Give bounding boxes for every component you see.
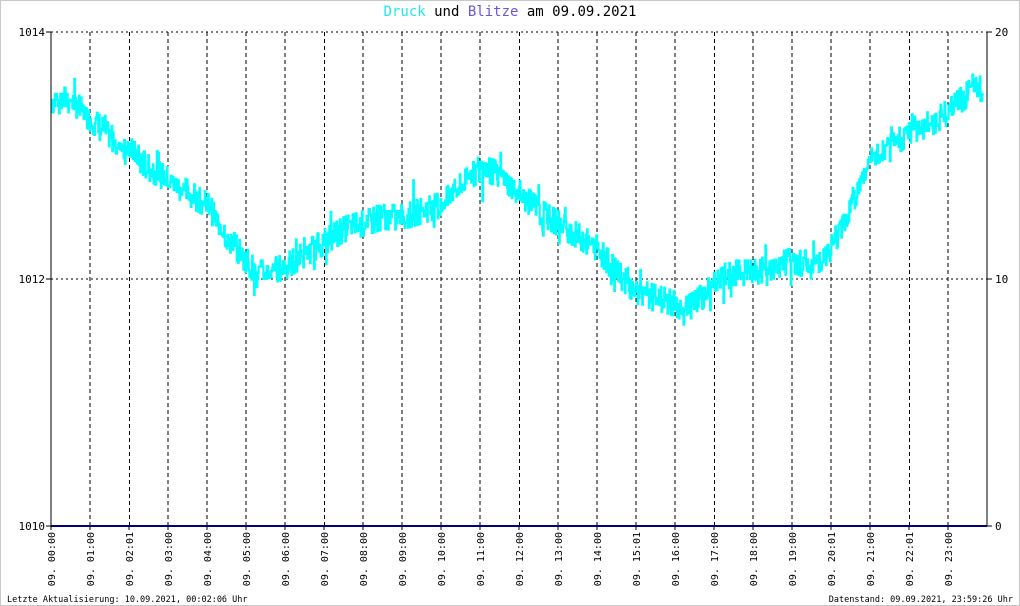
y-tick-label: 1014 xyxy=(19,26,46,39)
title-blitze: Blitze xyxy=(467,4,519,20)
x-tick-label: 09. 18:00 xyxy=(749,532,760,586)
x-tick-label: 09. 12:00 xyxy=(515,532,526,586)
x-tick-label: 09. 17:00 xyxy=(710,532,721,586)
x-tick-label: 09. 10:00 xyxy=(437,532,448,586)
x-tick-label: 09. 23:00 xyxy=(944,532,955,586)
x-tick-label: 09. 13:00 xyxy=(554,532,565,586)
x-tick-label: 09. 20:01 xyxy=(827,532,838,586)
title-date: am 09.09.2021 xyxy=(526,4,637,20)
pressure-series-line xyxy=(50,73,985,326)
footer-last-update: Letzte Aktualisierung: 10.09.2021, 00:02… xyxy=(7,595,248,605)
tick-labels: 1010 1012 1014 0 10 20 09. 00:00 09. 01:00 09. 0… xyxy=(19,26,1009,586)
x-tick-label: 09. 21:00 xyxy=(866,532,877,586)
axes xyxy=(46,31,992,530)
x-tick-label: 09. 08:00 xyxy=(359,532,370,586)
title-druck: Druck xyxy=(383,4,426,20)
title-und: und xyxy=(434,4,460,20)
x-tick-label: 09. 09:00 xyxy=(398,532,409,586)
x-tick-label: 09. 00:00 xyxy=(47,532,58,586)
grid-lines xyxy=(51,31,987,526)
y2-tick-label: 20 xyxy=(995,26,1008,39)
x-tick-label: 09. 14:00 xyxy=(593,532,604,586)
chart-title: Druck und Blitze am 09.09.2021 xyxy=(0,4,1020,20)
x-tick-label: 09. 03:00 xyxy=(164,532,175,586)
x-tick-label: 09. 22:01 xyxy=(905,532,916,586)
x-tick-label: 09. 16:00 xyxy=(671,532,682,586)
y2-tick-label: 0 xyxy=(995,520,1002,533)
footer-data-status: Datenstand: 09.09.2021, 23:59:26 Uhr xyxy=(828,595,1013,605)
x-tick-label: 09. 11:00 xyxy=(476,532,487,586)
x-tick-label: 09. 19:00 xyxy=(788,532,799,586)
x-tick-label: 09. 05:00 xyxy=(242,532,253,586)
y-tick-label: 1010 xyxy=(19,520,46,533)
x-tick-label: 09. 06:00 xyxy=(281,532,292,586)
x-tick-label: 09. 01:00 xyxy=(86,532,97,586)
x-tick-label: 09. 04:00 xyxy=(203,532,214,586)
x-tick-label: 09. 02:01 xyxy=(125,532,136,586)
y-tick-label: 1012 xyxy=(19,273,46,286)
x-tick-label: 09. 07:00 xyxy=(320,532,331,586)
x-tick-label: 09. 15:01 xyxy=(632,532,643,586)
y2-tick-label: 10 xyxy=(995,273,1008,286)
